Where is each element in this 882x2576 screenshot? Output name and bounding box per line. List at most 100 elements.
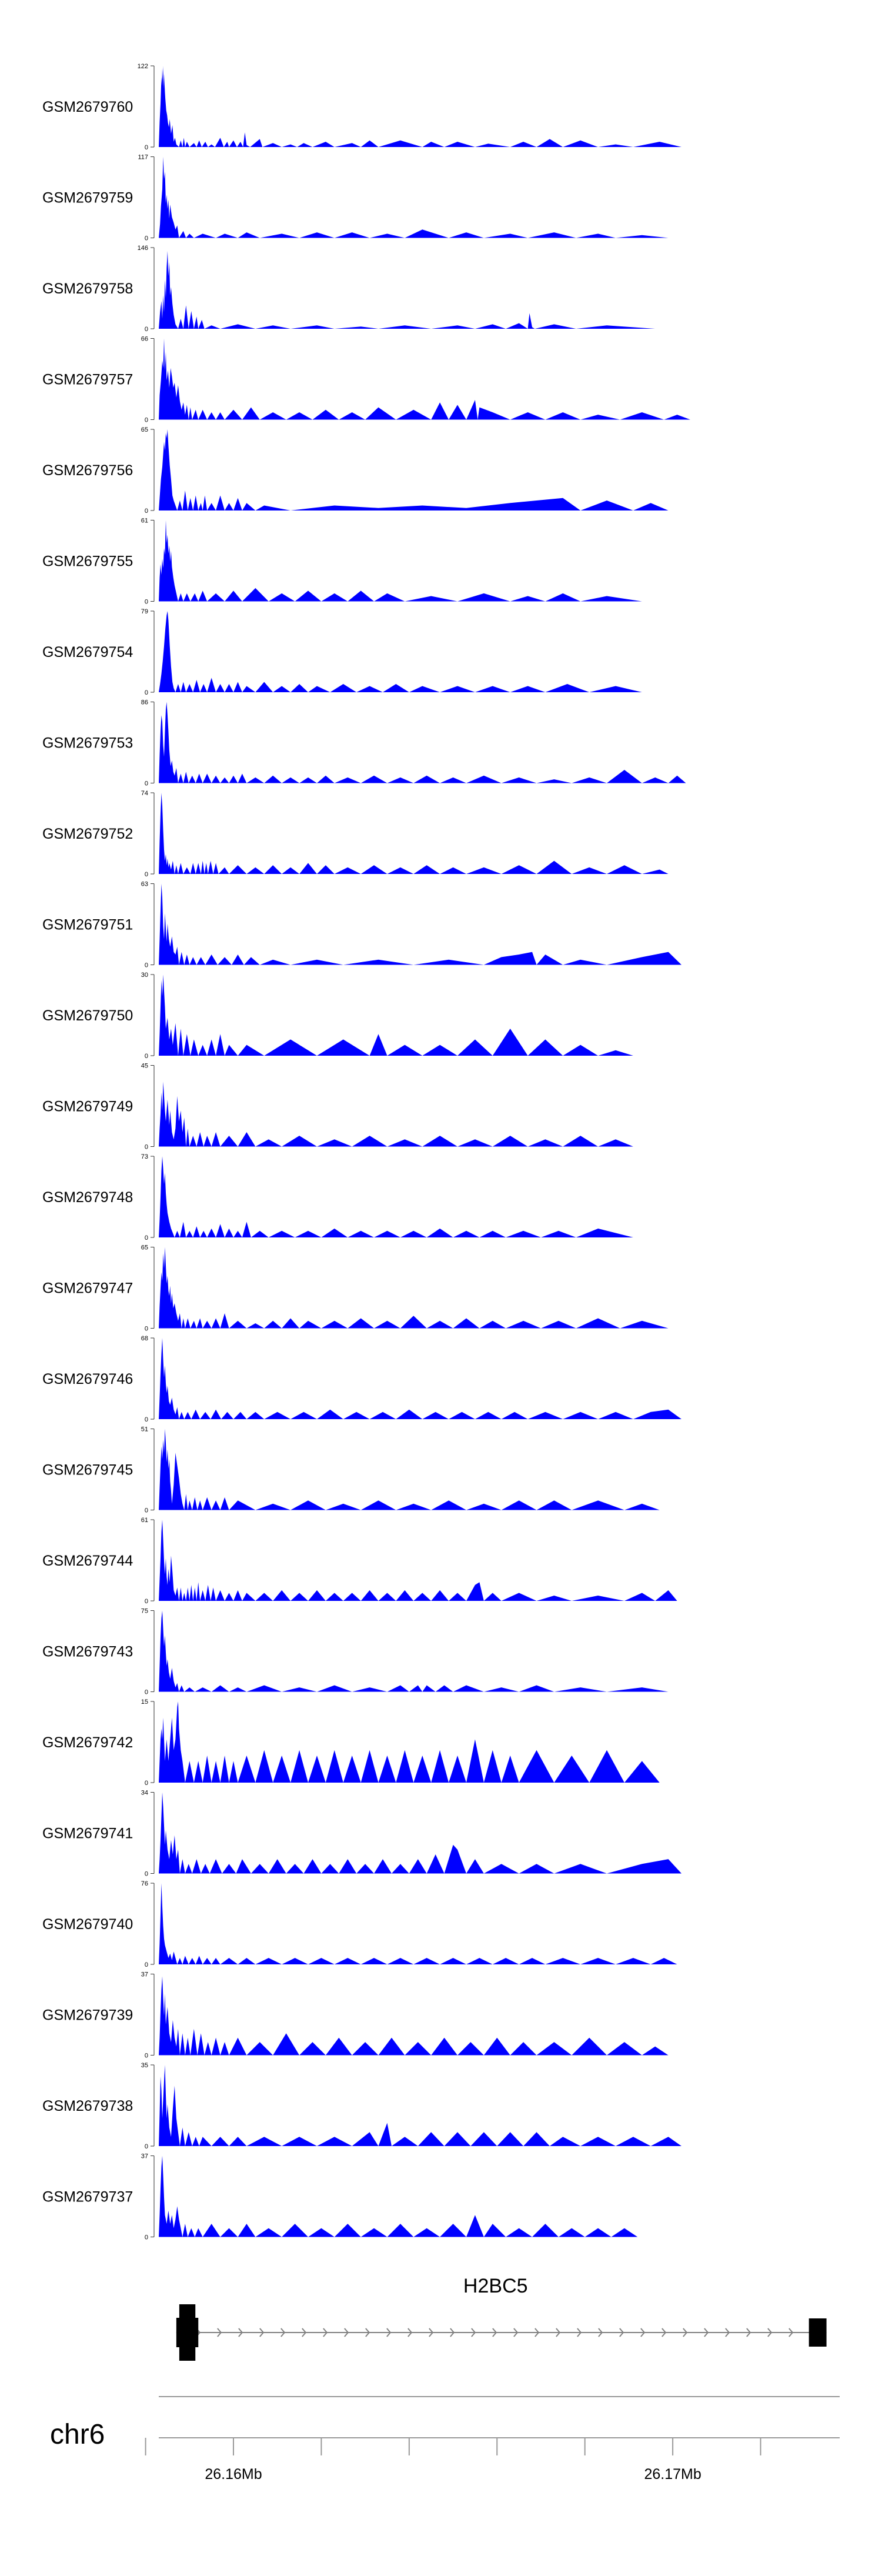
y-axis-max-label: 74 bbox=[141, 790, 148, 797]
y-axis-max-label: 122 bbox=[138, 63, 148, 70]
gene-exons bbox=[176, 2304, 827, 2361]
chromosome-label: chr6 bbox=[50, 2419, 105, 2450]
y-axis-max-label: 61 bbox=[141, 1517, 148, 1524]
track-label: GSM2679749 bbox=[42, 1099, 133, 1115]
coverage-track: GSM2679749 45 0 bbox=[42, 1063, 633, 1151]
coverage-area bbox=[159, 1156, 633, 1237]
coverage-area bbox=[159, 1429, 660, 1510]
strand-arrow bbox=[767, 2328, 773, 2337]
coverage-track: GSM2679748 73 0 bbox=[42, 1153, 633, 1242]
strand-arrow bbox=[471, 2328, 476, 2337]
y-axis-max-label: 35 bbox=[141, 2062, 148, 2069]
track-label: GSM2679760 bbox=[42, 99, 133, 115]
coverage-area bbox=[159, 520, 642, 602]
coverage-track: GSM2679752 74 0 bbox=[42, 790, 669, 878]
strand-arrow bbox=[683, 2328, 688, 2337]
y-axis-min-label: 0 bbox=[145, 2143, 148, 2150]
y-axis-max-label: 34 bbox=[141, 1790, 148, 1797]
y-axis-max-label: 79 bbox=[141, 608, 148, 615]
track-label: GSM2679756 bbox=[42, 462, 133, 479]
track-label: GSM2679739 bbox=[42, 2007, 133, 2024]
coverage-area bbox=[159, 1082, 633, 1147]
strand-arrow bbox=[238, 2328, 243, 2337]
y-axis-min-label: 0 bbox=[145, 1326, 148, 1333]
coverage-track: GSM2679751 63 0 bbox=[42, 881, 681, 969]
y-axis-max-label: 15 bbox=[141, 1699, 148, 1706]
y-axis-max-label: 146 bbox=[138, 245, 148, 252]
coverage-track: GSM2679745 51 0 bbox=[42, 1426, 660, 1514]
y-axis-min-label: 0 bbox=[145, 1598, 148, 1605]
track-label: GSM2679740 bbox=[42, 1916, 133, 1933]
gene-annotation-track: H2BC5 bbox=[176, 2275, 827, 2361]
coverage-track: GSM2679743 75 0 bbox=[42, 1608, 669, 1696]
y-axis-max-label: 30 bbox=[141, 972, 148, 979]
y-axis-max-label: 66 bbox=[141, 336, 148, 343]
coverage-track: GSM2679742 15 0 bbox=[42, 1699, 660, 1787]
coverage-track: GSM2679755 61 0 bbox=[42, 518, 642, 606]
gene-name-label: H2BC5 bbox=[463, 2275, 528, 2297]
strand-arrow bbox=[789, 2328, 794, 2337]
strand-arrow bbox=[450, 2328, 455, 2337]
y-axis-min-label: 0 bbox=[145, 417, 148, 424]
coverage-track: GSM2679750 30 0 bbox=[42, 972, 633, 1060]
coverage-track: GSM2679760 122 0 bbox=[42, 63, 681, 151]
coverage-track: GSM2679744 61 0 bbox=[42, 1517, 677, 1605]
y-axis-min-label: 0 bbox=[145, 1144, 148, 1151]
coverage-track: GSM2679756 65 0 bbox=[42, 426, 669, 515]
coverage-track: GSM2679740 76 0 bbox=[42, 1880, 677, 1968]
y-axis-max-label: 63 bbox=[141, 881, 148, 888]
y-axis-max-label: 73 bbox=[141, 1153, 148, 1160]
y-axis-min-label: 0 bbox=[145, 2053, 148, 2060]
track-label: GSM2679759 bbox=[42, 190, 133, 206]
coverage-area bbox=[159, 156, 669, 238]
y-axis-max-label: 51 bbox=[141, 1426, 148, 1433]
track-label: GSM2679744 bbox=[42, 1553, 133, 1569]
y-axis-min-label: 0 bbox=[145, 235, 148, 242]
y-axis-max-label: 117 bbox=[138, 154, 148, 161]
y-axis-min-label: 0 bbox=[145, 2234, 148, 2241]
strand-arrow bbox=[662, 2328, 667, 2337]
track-label: GSM2679755 bbox=[42, 553, 133, 570]
strand-arrow bbox=[577, 2328, 582, 2337]
coverage-track: GSM2679754 79 0 bbox=[42, 608, 642, 696]
strand-arrow bbox=[492, 2328, 497, 2337]
coverage-area bbox=[159, 1883, 677, 1964]
coverage-area bbox=[159, 1247, 669, 1329]
coverage-track: GSM2679747 65 0 bbox=[42, 1244, 669, 1333]
y-axis-min-label: 0 bbox=[145, 962, 148, 969]
coverage-area bbox=[159, 1520, 677, 1601]
coverage-track: GSM2679737 37 0 bbox=[42, 2153, 638, 2241]
coverage-track: GSM2679746 68 0 bbox=[42, 1335, 681, 1423]
strand-arrow bbox=[640, 2328, 646, 2337]
y-axis-min-label: 0 bbox=[145, 1507, 148, 1514]
strand-arrow bbox=[746, 2328, 751, 2337]
coverage-area bbox=[159, 1610, 669, 1692]
strand-arrow bbox=[534, 2328, 540, 2337]
genome-axis-ticks: 26.16Mb 26.17Mb bbox=[145, 2438, 761, 2482]
strand-arrow bbox=[619, 2328, 624, 2337]
track-label: GSM2679741 bbox=[42, 1826, 133, 1842]
y-axis-max-label: 86 bbox=[141, 699, 148, 706]
y-axis-max-label: 75 bbox=[141, 1608, 148, 1615]
track-label: GSM2679747 bbox=[42, 1280, 133, 1297]
strand-arrow bbox=[365, 2328, 370, 2337]
y-axis-min-label: 0 bbox=[145, 508, 148, 515]
axis-tick-label: 26.17Mb bbox=[644, 2466, 701, 2482]
coverage-area bbox=[159, 1701, 660, 1783]
track-label: GSM2679754 bbox=[42, 644, 133, 660]
track-label: GSM2679737 bbox=[42, 2189, 133, 2205]
track-label: GSM2679748 bbox=[42, 1189, 133, 1206]
y-axis-max-label: 65 bbox=[141, 1244, 148, 1252]
coverage-area bbox=[159, 1976, 669, 2056]
strand-arrow bbox=[386, 2328, 392, 2337]
coverage-area bbox=[159, 611, 642, 692]
coverage-tracks: GSM2679760 122 0 GSM2679759 117 0 GSM2679758 14… bbox=[42, 63, 690, 2241]
coverage-area bbox=[159, 2065, 681, 2146]
y-axis-min-label: 0 bbox=[145, 689, 148, 696]
track-label: GSM2679752 bbox=[42, 826, 133, 842]
y-axis-min-label: 0 bbox=[145, 780, 148, 788]
track-label: GSM2679738 bbox=[42, 2098, 133, 2114]
y-axis-max-label: 76 bbox=[141, 1880, 148, 1887]
coverage-area bbox=[159, 1338, 681, 1419]
